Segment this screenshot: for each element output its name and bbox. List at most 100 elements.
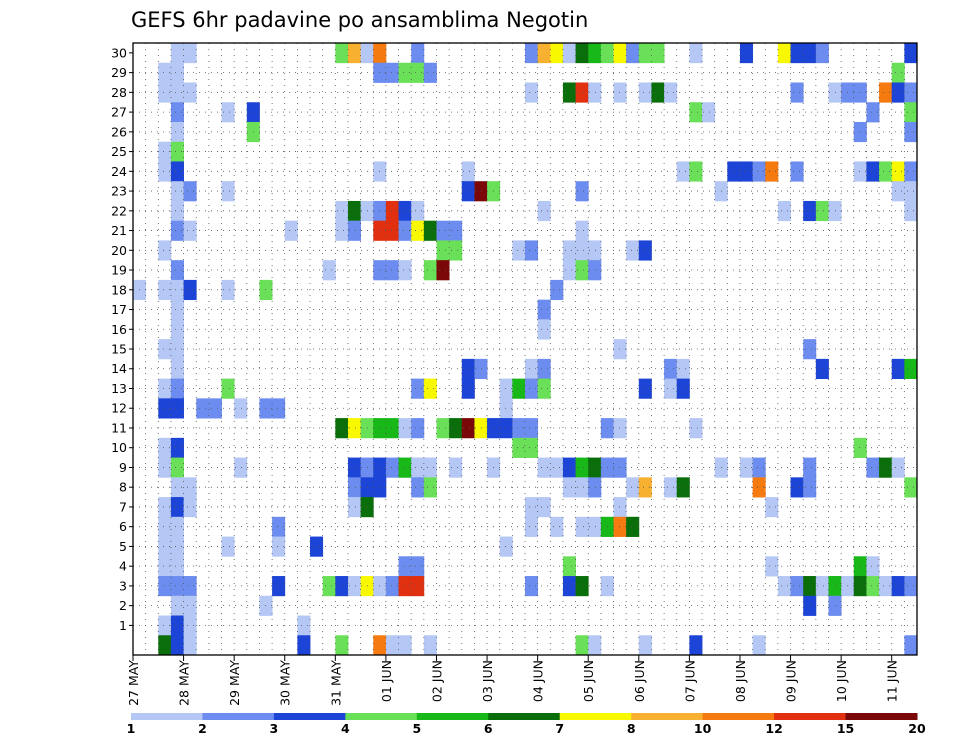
heatmap-cell (411, 576, 425, 597)
y-axis-ticks: 1234567891011121314151617181920212223242… (111, 45, 133, 633)
heatmap-cell (613, 43, 627, 64)
heatmap-cell (461, 181, 475, 202)
heatmap-cell (803, 200, 817, 222)
heatmap-cell (512, 418, 526, 439)
heatmap-cell (689, 43, 703, 64)
heatmap-cell (385, 200, 399, 222)
heatmap-cell (436, 240, 450, 261)
heatmap-cell (537, 497, 551, 518)
x-tick-label: 31 MAY (328, 660, 343, 706)
heatmap-cell (664, 358, 678, 380)
colorbar-label: 20 (908, 721, 926, 736)
x-tick-label: 03 JUN (480, 660, 495, 702)
heatmap-cell (158, 615, 172, 636)
heatmap-cell (904, 121, 918, 143)
x-tick-label: 07 JUN (682, 660, 697, 702)
heatmap-cell (284, 220, 298, 241)
heatmap-cell (385, 220, 399, 241)
heatmap-cell (853, 161, 867, 182)
heatmap-cell (170, 398, 184, 419)
heatmap-cell (411, 477, 425, 498)
heatmap-cell (588, 240, 602, 261)
heatmap-cell (436, 260, 450, 281)
heatmap-cell (777, 200, 791, 222)
heatmap-cell (638, 635, 652, 656)
heatmap-cell (676, 358, 690, 380)
y-tick-label: 16 (111, 322, 127, 337)
heatmap-cell (525, 240, 539, 261)
heatmap-cell (170, 437, 184, 458)
heatmap-cell (689, 161, 703, 182)
x-tick-label: 10 JUN (834, 660, 849, 702)
heatmap-cell (449, 240, 463, 261)
heatmap-cell (158, 497, 172, 518)
heatmap-cell (891, 181, 905, 202)
heatmap-cell (525, 516, 539, 537)
heatmap-cell (423, 62, 437, 83)
heatmap-cell (803, 576, 817, 597)
heatmap-cell (525, 437, 539, 458)
heatmap-cell (170, 576, 184, 597)
heatmap-cell (411, 200, 425, 222)
y-tick-label: 15 (111, 342, 127, 357)
colorbar-label: 5 (412, 721, 421, 736)
heatmap-cell (183, 43, 197, 64)
heatmap-cell (613, 497, 627, 518)
heatmap-cell (234, 398, 248, 419)
colorbar-segment (774, 713, 847, 720)
heatmap-cell (221, 181, 235, 202)
heatmap-cell (398, 200, 412, 222)
heatmap-cell (398, 556, 412, 577)
heatmap-cell (170, 556, 184, 577)
heatmap-cell (170, 536, 184, 557)
heatmap-cell (575, 576, 589, 597)
heatmap-cell (183, 477, 197, 498)
heatmap-cell (360, 43, 374, 64)
heatmap-cell (170, 358, 184, 380)
heatmap-cell (562, 240, 576, 261)
colorbar-segment (131, 713, 203, 720)
heatmap-cell (385, 260, 399, 281)
heatmap-cell (702, 102, 716, 123)
y-tick-label: 4 (119, 559, 127, 574)
y-tick-label: 24 (111, 164, 127, 179)
heatmap-cell (170, 220, 184, 241)
heatmap-cell (562, 82, 576, 103)
x-tick-label: 04 JUN (531, 660, 546, 702)
heatmap-cell (158, 516, 172, 537)
heatmap-cell (499, 398, 513, 419)
heatmap-cell (170, 62, 184, 83)
heatmap-cell (866, 576, 880, 597)
heatmap-cell (183, 181, 197, 202)
heatmap-cell (613, 339, 627, 360)
y-tick-label: 11 (111, 420, 127, 435)
heatmap-cell (790, 477, 804, 498)
heatmap-cell (588, 477, 602, 498)
heatmap-cell (575, 516, 589, 537)
y-tick-label: 29 (111, 65, 127, 80)
heatmap-cell (158, 141, 172, 162)
x-tick-label: 30 MAY (278, 660, 293, 706)
heatmap-cell (221, 378, 235, 399)
heatmap-cell (575, 82, 589, 103)
heatmap-cell (297, 615, 311, 636)
heatmap-cell (170, 497, 184, 518)
x-tick-label: 29 MAY (227, 660, 242, 706)
heatmap-cell (170, 477, 184, 498)
heatmap-cell (170, 141, 184, 162)
heatmap-cell (335, 220, 349, 241)
heatmap-cell (525, 378, 539, 399)
heatmap-cell (790, 161, 804, 182)
heatmap-cell (904, 358, 918, 380)
heatmap-cell (170, 82, 184, 103)
heatmap-cell (411, 556, 425, 577)
y-tick-label: 23 (111, 184, 127, 199)
heatmap-cell (183, 576, 197, 597)
heatmap-cell (398, 418, 412, 439)
heatmap-cell (158, 339, 172, 360)
heatmap-cell (626, 240, 640, 261)
heatmap-cell (537, 200, 551, 222)
heatmap-cell (385, 62, 399, 83)
heatmap-cell (550, 516, 564, 537)
